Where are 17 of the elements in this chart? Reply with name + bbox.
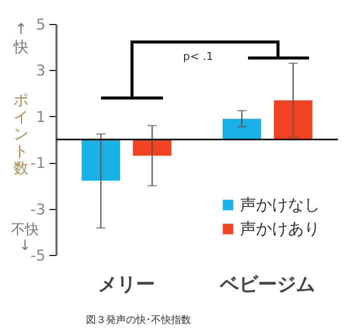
bar (82, 140, 120, 181)
x-tick-label: メリー (98, 274, 155, 296)
annotation: p< .1 (183, 50, 214, 63)
bar (274, 100, 312, 140)
bar (222, 118, 262, 140)
y-tick-label: -1 (30, 154, 46, 172)
legend-label: 声かけなし (240, 195, 320, 214)
x-tick-label: ベビージム (219, 274, 315, 296)
y-tick-label: 1 (36, 108, 46, 126)
y-tick-label: 3 (36, 62, 46, 80)
legend-label: 声かけあり (240, 219, 320, 238)
caption: 図３発声の快･不快指数 (86, 314, 191, 327)
y-tick-label: -3 (30, 200, 46, 218)
y-axis-title: ポイント数 (12, 91, 30, 177)
bar (132, 140, 172, 156)
text: ↑快 (12, 20, 30, 56)
y-tick-label: 5 (36, 16, 46, 34)
